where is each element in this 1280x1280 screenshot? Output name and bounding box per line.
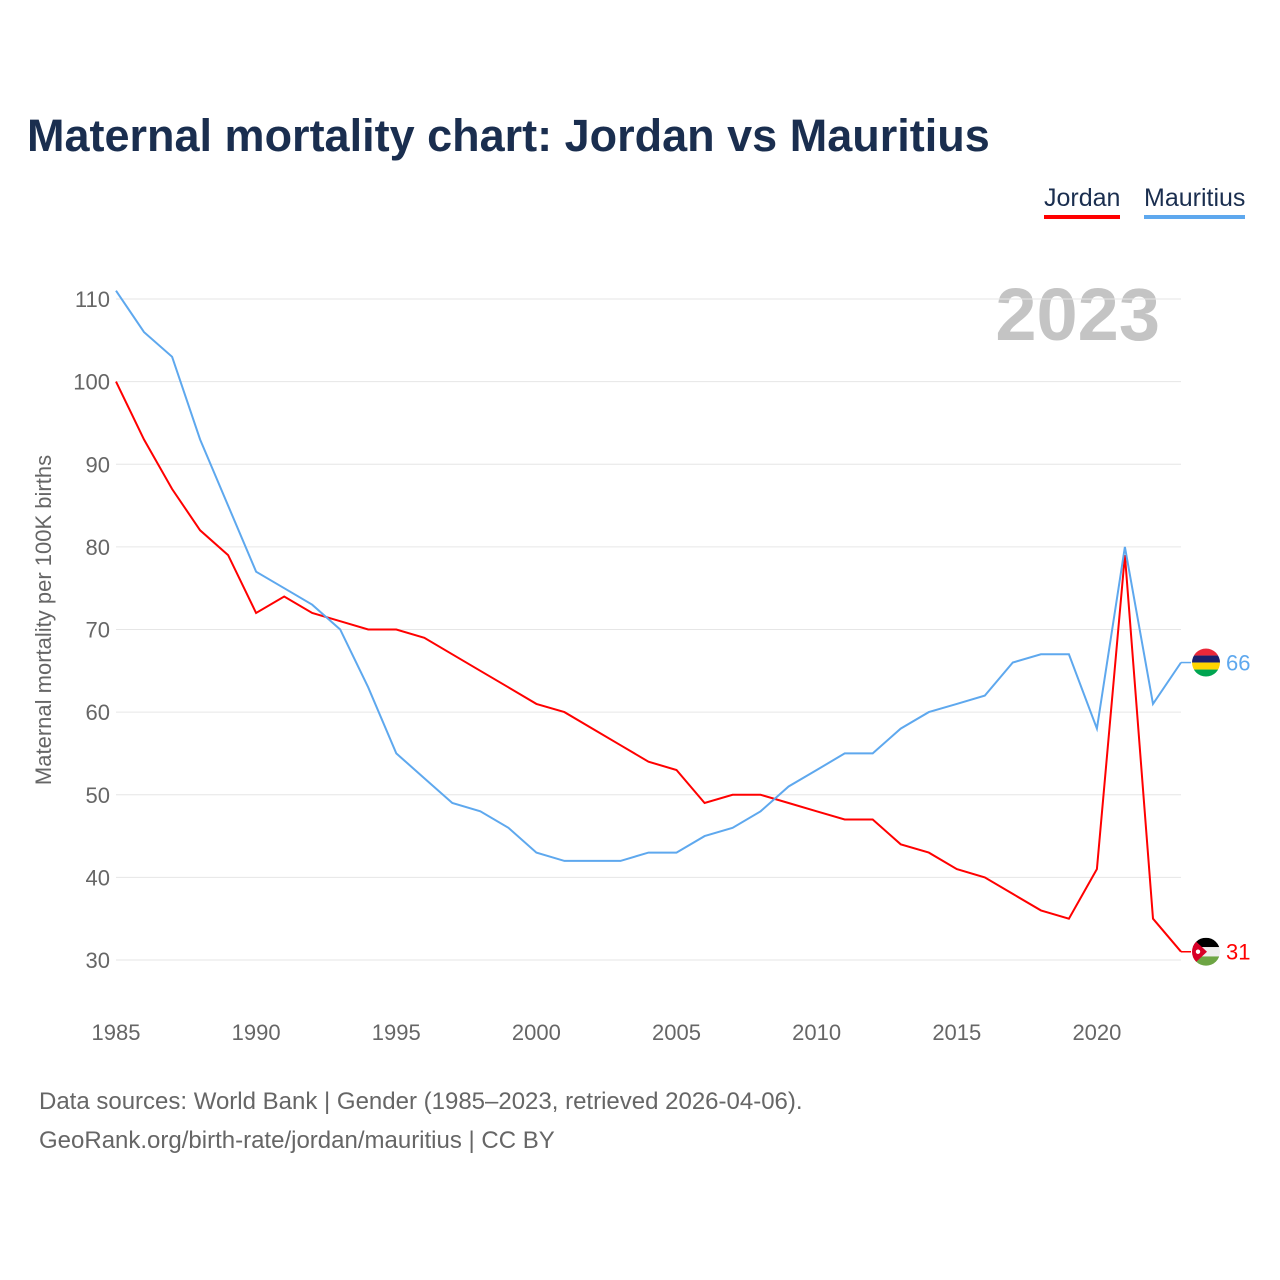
source-link[interactable]: GeoRank.org/birth-rate/jordan/mauritius …: [39, 1127, 555, 1154]
source-text: Data sources: World Bank | Gender (1985–…: [39, 1088, 803, 1115]
mauritius-flag-icon: [1192, 648, 1220, 677]
y-axis-label: Maternal mortality per 100K births: [31, 455, 56, 785]
chart-title: Maternal mortality chart: Jordan vs Maur…: [27, 110, 990, 161]
x-tick-label: 2010: [792, 1020, 841, 1045]
jordan-flag-icon: [1192, 937, 1220, 966]
end-value-label: 66: [1226, 651, 1250, 676]
x-tick-label: 2020: [1072, 1020, 1121, 1045]
y-tick-label: 80: [86, 535, 110, 560]
legend-mauritius[interactable]: Mauritius: [1144, 184, 1246, 219]
x-tick-label: 1985: [92, 1020, 141, 1045]
y-tick-label: 90: [86, 452, 110, 477]
y-tick-label: 60: [86, 700, 110, 725]
y-tick-label: 30: [86, 948, 110, 973]
y-tick-label: 70: [86, 618, 110, 643]
year-watermark: 2023: [995, 273, 1160, 356]
y-tick-label: 40: [86, 865, 110, 890]
x-tick-label: 2015: [932, 1020, 981, 1045]
series-line-mauritius: [115, 290, 1182, 862]
x-tick-label: 2000: [512, 1020, 561, 1045]
y-tick-label: 110: [75, 287, 110, 312]
x-tick-label: 1990: [232, 1020, 281, 1045]
legend-jordan[interactable]: Jordan: [1044, 184, 1121, 219]
series-line-jordan: [115, 381, 1182, 953]
end-value-label: 31: [1226, 940, 1250, 965]
x-tick-label: 2005: [652, 1020, 701, 1045]
x-tick-label: 1995: [372, 1020, 421, 1045]
y-tick-label: 100: [73, 370, 110, 395]
y-tick-label: 50: [86, 783, 110, 808]
